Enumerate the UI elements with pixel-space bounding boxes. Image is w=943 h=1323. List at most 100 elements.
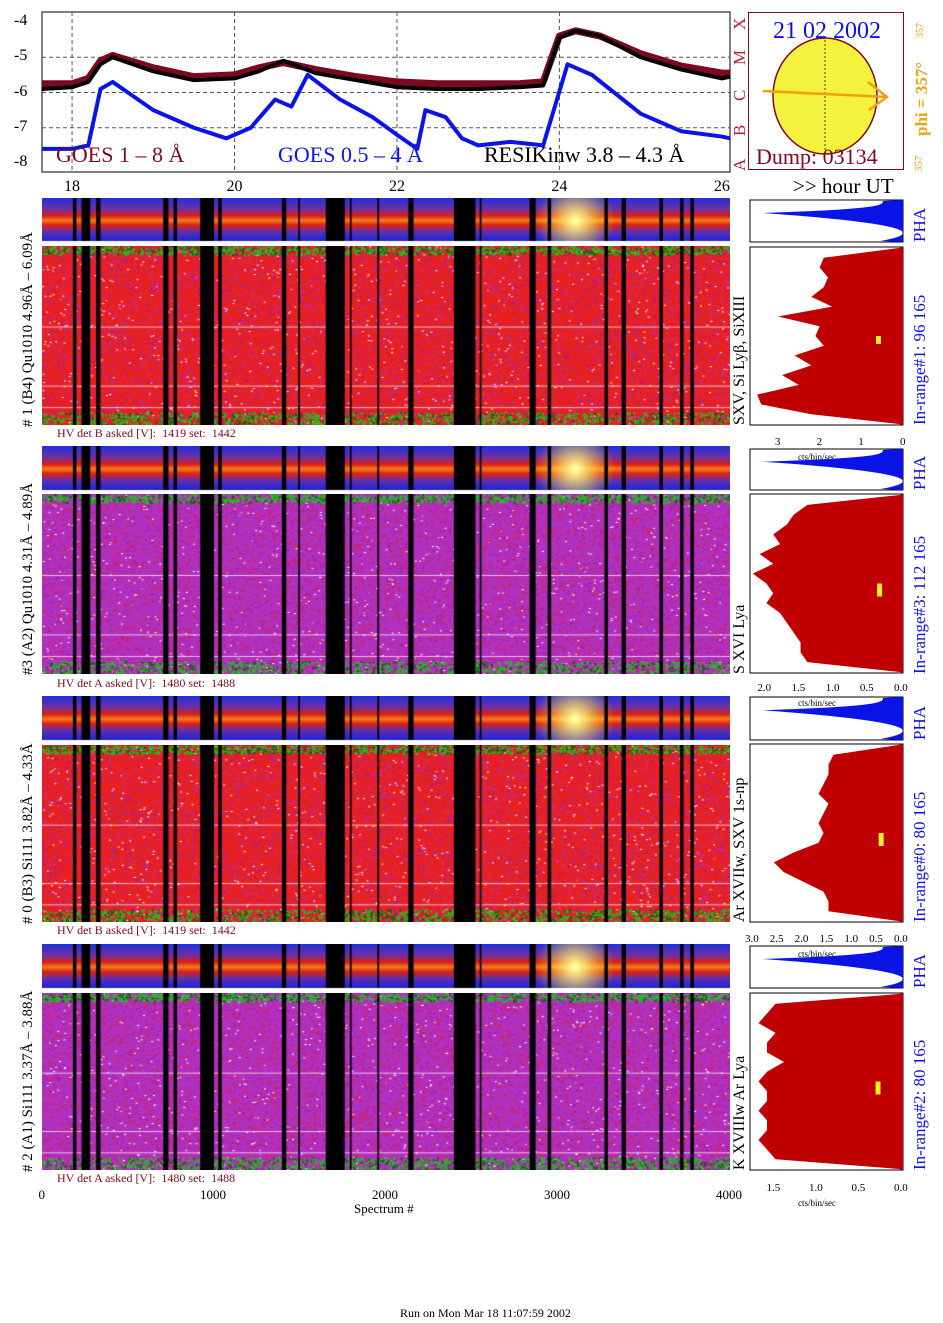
in-range-label: In-range#3: 112 165: [910, 535, 929, 674]
spectrum-x-unit: cts/bin/sec: [798, 949, 836, 959]
hour-axis-label: >> hour UT: [793, 174, 894, 198]
line-identification: Ar XVIIw, SXV 1s-np: [731, 777, 748, 922]
spectrum-x-tick: 4000: [716, 1187, 742, 1202]
pha-strip-image: [42, 198, 730, 243]
legend-goes-long: GOES 1 – 8 Å: [56, 142, 185, 167]
line-marker: [875, 1081, 881, 1095]
spectrum-axis-label: Spectrum #: [354, 1201, 414, 1216]
spectrum-frame: [749, 992, 904, 1171]
spectrum-x-tick: 0.5: [859, 682, 874, 694]
spectrum-x-tick: 0: [900, 436, 906, 448]
pha-label: PHA: [910, 705, 929, 740]
flare-class-B: B: [730, 124, 749, 136]
line-identification: K XVIIIw Ar Lya: [731, 1055, 748, 1170]
spectrum-x-unit: cts/bin/sec: [798, 698, 836, 708]
spectrum-x-tick: 0.0: [894, 1182, 908, 1194]
flare-class-A: A: [730, 158, 749, 171]
detector-label: #3 (A2) Qu1010 4.31Å – 4.89Å: [20, 482, 36, 675]
spectrum-x-tick: 2.0: [794, 933, 809, 945]
x-tick-hour: 26: [713, 178, 730, 195]
spectrum-x-tick: 0: [38, 1187, 46, 1202]
spectrum-x-tick: 0.0: [894, 682, 908, 694]
flare-class-X: X: [730, 17, 749, 30]
pha-strip-image: [42, 944, 730, 990]
spectrum-profile: [752, 494, 903, 673]
x-tick-hour: 22: [388, 178, 405, 195]
spectrum-x-tick: 2000: [372, 1187, 398, 1202]
spectrum-x-tick: 2.5: [769, 933, 784, 945]
y-tick-label: -4: [14, 12, 28, 29]
hv-status: HV det B asked [V]: 1419 set: 1442: [57, 923, 236, 937]
spectrum-x-tick: 0.5: [869, 933, 883, 945]
spectrum-profile: [773, 744, 903, 922]
y-tick-label: -5: [14, 47, 28, 65]
x-tick-hour: 20: [226, 178, 243, 195]
phi-small: 357: [915, 23, 926, 38]
spectrogram-image: [42, 246, 730, 425]
x-tick-hour: 24: [551, 178, 568, 195]
spectrum-frame: [749, 493, 904, 674]
hv-status: HV det A asked [V]: 1480 set: 1488: [57, 676, 236, 690]
spectrum-x-tick: 1.0: [809, 1182, 823, 1194]
spectrum-x-tick: 3: [774, 436, 781, 448]
line-marker: [875, 336, 881, 344]
spectrogram-image: [42, 494, 730, 674]
spectrum-x-tick: 2: [816, 436, 823, 448]
spectrum-x-tick: 1: [858, 436, 864, 448]
hv-status: HV det A asked [V]: 1480 set: 1488: [57, 1171, 236, 1185]
phi-bottom: 357: [913, 155, 925, 173]
legend-goes-short: GOES 0.5 – 4 Å: [278, 142, 423, 167]
y-tick-label: -7: [14, 117, 28, 135]
spectrum-x-tick: 1000: [200, 1187, 226, 1202]
hv-status: HV det B asked [V]: 1419 set: 1442: [57, 426, 236, 440]
pha-strip-image: [42, 446, 730, 492]
spectrum-x-tick: 1.0: [844, 933, 859, 945]
spectrum-x-tick: 1.5: [791, 682, 806, 694]
line-marker: [877, 583, 883, 597]
pha-label: PHA: [910, 455, 929, 490]
x-tick-hour: 18: [64, 178, 81, 195]
flare-class-C: C: [730, 89, 749, 101]
spectrum-x-tick: 2.0: [757, 682, 772, 694]
sun-panel: [748, 12, 904, 170]
in-range-label: In-range#2: 80 165: [910, 1039, 929, 1170]
spectrum-x-tick: 3000: [544, 1187, 570, 1202]
y-tick-label: -6: [14, 82, 28, 100]
spectrum-profile: [757, 247, 903, 425]
in-range-label: In-range#1: 96 165: [910, 294, 929, 425]
dump-number: Dump: 03134: [756, 144, 878, 169]
spectrum-x-tick: 1.0: [825, 682, 840, 694]
series-line-2: [41, 28, 731, 91]
spectrum-x-tick: 0.5: [851, 1182, 866, 1194]
pha-histogram: [763, 200, 903, 242]
detector-label: # 1 (B4) Qu1010 4.96Å – 6.09Å: [20, 231, 36, 427]
y-tick-label: -8: [14, 153, 28, 170]
spectrum-x-unit: cts/bin/sec: [798, 452, 836, 462]
spectrum-x-tick: 0.0: [894, 933, 908, 945]
detector-label: # 2 (A1) Si111 3.37Å – 3.88Å: [20, 990, 36, 1172]
spectrum-frame: [749, 246, 904, 426]
spectrogram-image: [42, 993, 730, 1170]
line-identification: S XVI Lya: [731, 604, 748, 674]
spectrogram-image: [42, 745, 730, 922]
spectrum-profile: [758, 993, 903, 1170]
detector-label: # 0 (B3) Si111 3.82Å – 4.33Å: [20, 743, 36, 924]
spectrum-x-tick: 1.5: [766, 1182, 781, 1194]
light-curve-chart: [41, 11, 731, 173]
pha-label: PHA: [910, 953, 929, 988]
legend-resik: RESIKinw 3.8 – 4.3 Å: [484, 142, 685, 167]
in-range-label: In-range#0: 80 165: [910, 791, 929, 922]
phi-angle: phi = 357°: [912, 61, 931, 136]
flare-class-M: M: [730, 50, 749, 66]
spectrum-frame: [749, 743, 904, 923]
spectrum-x-tick: 1.5: [819, 933, 834, 945]
observation-date: 21 02 2002: [773, 18, 881, 44]
series-line-1: [42, 62, 731, 151]
line-identification: SXV, Si Lyβ, SiXIII: [731, 295, 748, 425]
line-marker: [878, 833, 884, 846]
pha-histogram-frame: [749, 199, 904, 243]
spectrum-x-unit: cts/bin/sec: [798, 1198, 836, 1208]
spectrum-x-tick: 3.0: [744, 933, 759, 945]
pha-label: PHA: [910, 207, 929, 242]
